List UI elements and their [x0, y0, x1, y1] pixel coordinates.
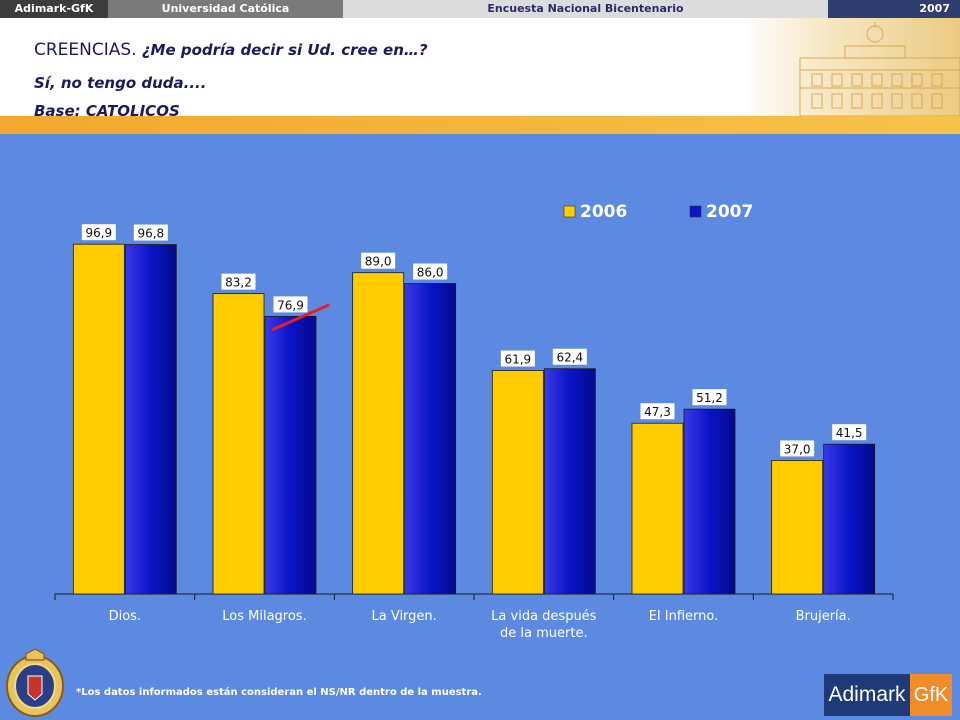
- bar-2006-3: [352, 272, 405, 595]
- data-label-bg: [552, 348, 587, 365]
- top-bar-survey: Encuesta Nacional Bicentenario: [343, 0, 828, 18]
- legend-swatch-2007: [689, 205, 702, 218]
- category-label: La Virgen.: [372, 609, 437, 624]
- bar-2006-1: [72, 243, 125, 595]
- footnote: *Los datos informados están consideran e…: [76, 687, 482, 698]
- category-label: de la muerte.: [500, 626, 588, 641]
- bar-2006-5: [631, 422, 684, 595]
- data-label-bg: [81, 224, 116, 241]
- bar-2006-2: [212, 293, 265, 595]
- bar-2007-3: [404, 283, 457, 595]
- data-label-2006-4: 61,9: [504, 353, 531, 367]
- legend-label-2006: 2006: [580, 202, 627, 222]
- page-subtitle: Sí, no tengo duda....: [34, 74, 207, 92]
- bar-2007-6: [823, 443, 876, 595]
- logo-adimark: Adimark: [824, 674, 910, 716]
- data-label-2006-1: 96,9: [85, 226, 112, 240]
- base-label: Base: CATOLICOS: [34, 102, 180, 120]
- header: CREENCIAS. ¿Me podría decir si Ud. cree …: [0, 18, 960, 120]
- bar-2007-2: [264, 315, 317, 595]
- top-bar: Adimark-GfK Universidad Católica Encuest…: [0, 0, 960, 18]
- orange-stripe: [0, 116, 960, 134]
- category-label: Brujería.: [796, 609, 851, 624]
- data-label-2006-5: 47,3: [644, 405, 671, 419]
- bar-chart: 96,9 96,8 Dios. 83,2 76,9 Los Milagros. 89,0 86…: [54, 202, 894, 641]
- university-seal-icon: [6, 648, 64, 717]
- data-label-bg: [133, 224, 168, 241]
- data-label-bg: [221, 273, 256, 290]
- bar-2007-5: [683, 408, 736, 595]
- adimark-gfk-logo: Adimark GfK: [824, 674, 952, 716]
- data-label-bg: [413, 263, 448, 280]
- legend-label-2007: 2007: [706, 202, 753, 222]
- data-label-bg: [692, 389, 727, 406]
- data-label-bg: [832, 424, 867, 441]
- legend-swatch-2006: [563, 205, 576, 218]
- top-bar-brand: Adimark-GfK: [0, 0, 108, 18]
- data-label-bg: [780, 440, 815, 457]
- top-bar-year: 2007: [828, 0, 960, 18]
- building-illustration: [740, 18, 960, 116]
- data-label-2006-2: 83,2: [225, 276, 252, 290]
- bar-2007-4: [543, 368, 596, 595]
- title-question: ¿Me podría decir si Ud. cree en…?: [136, 41, 428, 59]
- bar-2007-1: [124, 244, 177, 595]
- page-title: CREENCIAS. ¿Me podría decir si Ud. cree …: [34, 40, 428, 60]
- category-label: La vida después: [491, 609, 597, 624]
- logo-gfk: GfK: [910, 674, 952, 716]
- data-label-bg: [500, 350, 535, 367]
- bar-2006-6: [771, 460, 824, 595]
- data-label-bg: [640, 403, 675, 420]
- data-label-2006-6: 37,0: [784, 442, 811, 456]
- data-label-2007-5: 51,2: [696, 391, 723, 405]
- data-label-bg: [273, 296, 308, 313]
- data-label-2007-6: 41,5: [836, 426, 863, 440]
- data-label-bg: [361, 252, 396, 269]
- data-label-2007-4: 62,4: [556, 351, 583, 365]
- data-label-2006-3: 89,0: [365, 255, 392, 269]
- data-label-2007-3: 86,0: [417, 266, 444, 280]
- bar-2006-4: [491, 370, 544, 595]
- data-label-2007-2: 76,9: [277, 298, 304, 312]
- category-label: Dios.: [109, 609, 141, 624]
- category-label: El Infierno.: [649, 609, 718, 624]
- category-label: Los Milagros.: [222, 609, 306, 624]
- data-label-2007-1: 96,8: [137, 227, 164, 241]
- building-icon: [799, 22, 960, 116]
- top-bar-university: Universidad Católica: [108, 0, 343, 18]
- decline-marker-line: [271, 303, 330, 331]
- title-topic: CREENCIAS.: [34, 40, 137, 60]
